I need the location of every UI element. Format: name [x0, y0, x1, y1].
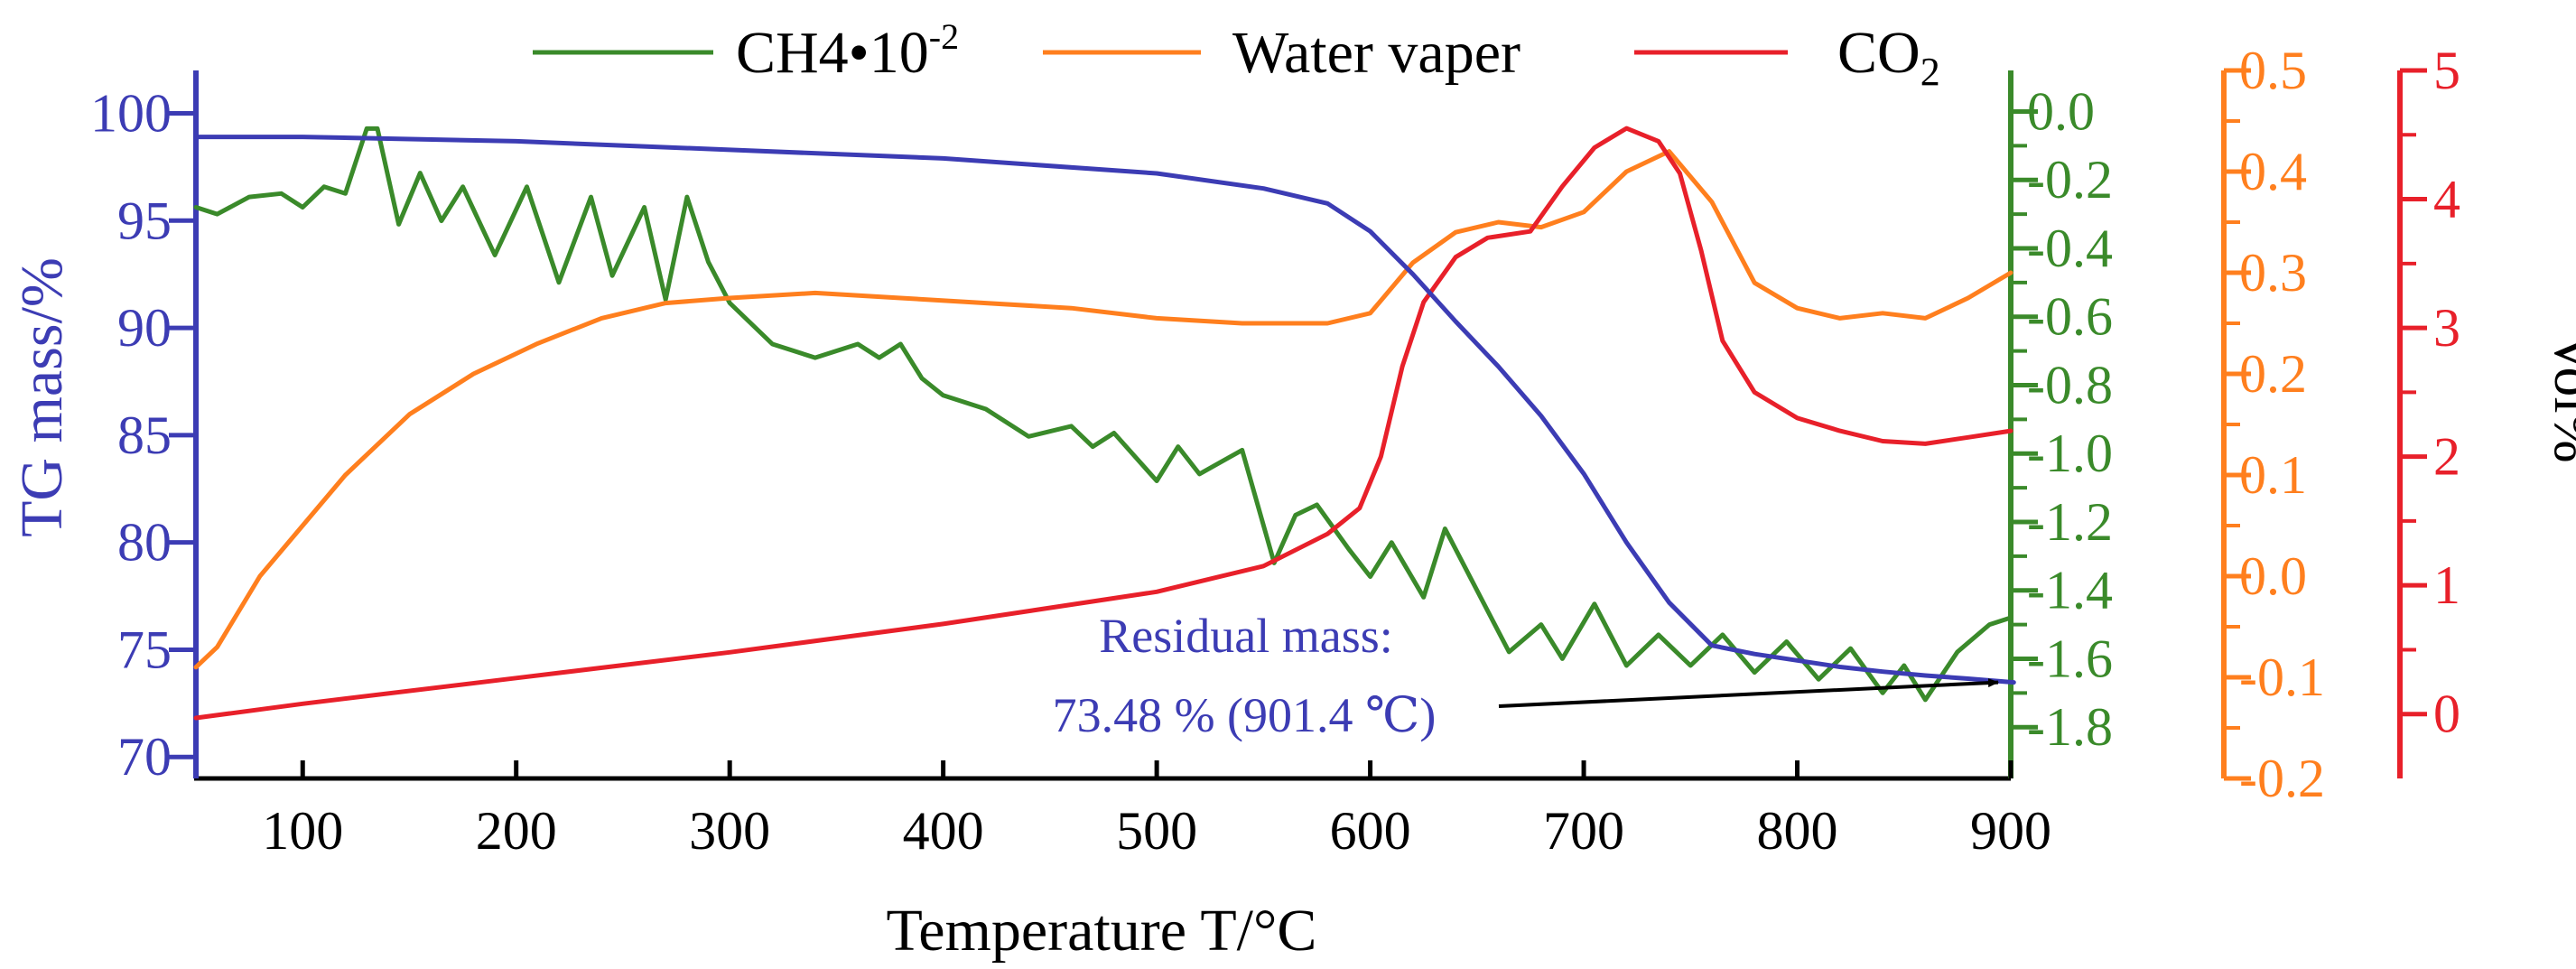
tg-tick-label: 100 [90, 84, 172, 144]
x-tick-label: 500 [1116, 801, 1197, 861]
x-tick-label: 800 [1757, 801, 1838, 861]
water-tick-label: -0.1 [2239, 648, 2325, 707]
ch4-tick-label: 0.0 [2027, 81, 2095, 141]
water-tick-label: 0.4 [2239, 142, 2307, 201]
ch4-tick-label: -1.8 [2027, 697, 2113, 757]
ch4-tick-label: -1.0 [2027, 424, 2113, 483]
x-axis-title: Temperature T/°C [887, 898, 1317, 964]
annotation-line2: 73.48 % (901.4 ℃) [1053, 688, 1437, 742]
ch4-tick-label: -1.4 [2027, 561, 2113, 620]
vol-tick-label: 2 [2433, 427, 2460, 487]
ch4-tick-label: -0.6 [2027, 287, 2113, 347]
vol-tick-label: 4 [2433, 170, 2460, 229]
x-tick-label: 100 [262, 801, 343, 861]
tg-tick-label: 75 [117, 620, 172, 679]
x-tick-label: 300 [689, 801, 770, 861]
tg-axis-title: TG mass/% [9, 257, 75, 537]
legend-label-water: Water vaper [1232, 20, 1520, 86]
tg-tick-label: 85 [117, 405, 172, 465]
residual-mass-annotation: Residual mass: 73.48 % (901.4 ℃) [1053, 609, 1999, 742]
series-line-vol [193, 126, 2013, 721]
water-tick-label: 0.3 [2239, 243, 2307, 303]
tg-tick-label: 70 [117, 727, 172, 787]
water-tick-label: 0.2 [2239, 344, 2307, 404]
ch4-tick-label: -1.2 [2027, 492, 2113, 552]
series-line-tg [193, 135, 2016, 685]
water-tick-label: 0.1 [2239, 445, 2307, 505]
x-tick-label: 700 [1543, 801, 1624, 861]
vol-tick-label: 5 [2433, 41, 2460, 100]
legend-label-ch4: CH4•10-2 [736, 16, 959, 86]
ticks: 100 200 300 400 500 600 700 800 900 70 75 80 85 90 95 1… [90, 41, 2460, 861]
vol-axis-title: Vol% [2542, 331, 2576, 462]
vol-tick-label: 0 [2433, 685, 2460, 744]
water-tick-label: 0.0 [2239, 546, 2307, 606]
series [193, 126, 2016, 721]
legend-label-co2: CO2 [1837, 20, 1940, 94]
vol-tick-label: 3 [2433, 298, 2460, 358]
annotation-arrow [1498, 678, 1999, 708]
x-tick-label: 600 [1330, 801, 1411, 861]
legend: CH4•10-2 Water vaper CO2 [533, 16, 1940, 94]
series-line-ch4 [193, 126, 2013, 703]
ch4-tick-label: -0.2 [2027, 150, 2113, 210]
vol-tick-label: 1 [2433, 555, 2460, 615]
tg-tick-label: 90 [117, 298, 172, 358]
ch4-tick-label: -0.8 [2027, 355, 2113, 415]
ch4-tick-label: -1.6 [2027, 629, 2113, 688]
x-tick-label: 200 [476, 801, 557, 861]
series-line-water [193, 149, 2013, 670]
ch4-tick-label: -0.4 [2027, 219, 2113, 278]
water-tick-label: 0.5 [2239, 41, 2307, 100]
annotation-line1: Residual mass: [1099, 609, 1392, 663]
x-tick-label: 400 [903, 801, 984, 861]
tg-tick-label: 95 [117, 191, 172, 250]
water-tick-label: -0.2 [2239, 749, 2325, 808]
x-tick-label: 900 [1970, 801, 2051, 861]
tg-tick-label: 80 [117, 513, 172, 573]
